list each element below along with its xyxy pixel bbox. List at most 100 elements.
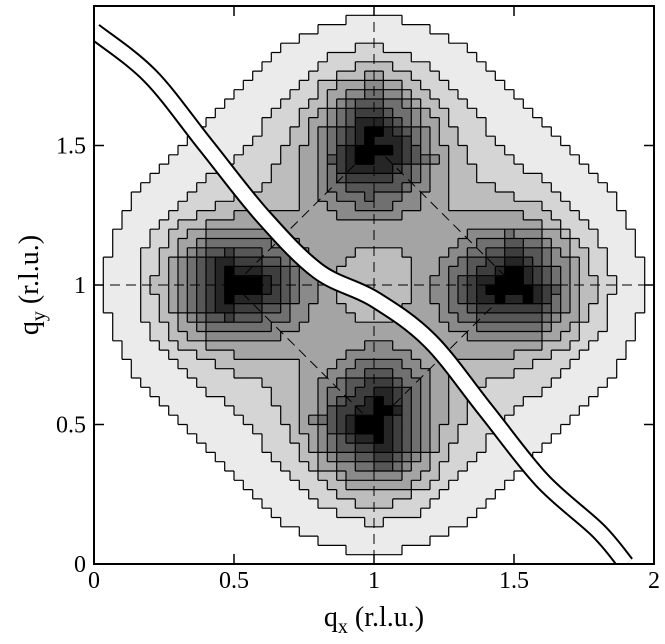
contour-cell bbox=[252, 359, 263, 370]
contour-cell bbox=[598, 238, 608, 249]
contour-cell bbox=[486, 452, 496, 463]
contour-cell bbox=[560, 257, 571, 267]
contour-cell bbox=[318, 80, 328, 91]
contour-cell bbox=[411, 33, 422, 44]
contour-cell bbox=[234, 294, 244, 305]
contour-cell bbox=[140, 285, 151, 295]
contour-cell bbox=[588, 368, 599, 379]
contour-cell bbox=[318, 340, 328, 351]
contour-cell bbox=[299, 126, 310, 137]
contour-cell bbox=[299, 89, 310, 100]
contour-cell bbox=[364, 154, 375, 165]
contour-cell bbox=[411, 164, 422, 174]
contour-cell bbox=[290, 312, 300, 323]
contour-cell bbox=[486, 80, 496, 91]
contour-cell bbox=[178, 387, 188, 398]
contour-cell bbox=[420, 387, 431, 398]
contour-cell bbox=[439, 433, 450, 444]
contour-cell bbox=[439, 229, 450, 240]
contour-cell bbox=[187, 238, 198, 249]
contour-cell bbox=[532, 405, 543, 416]
contour-cell bbox=[140, 350, 151, 360]
contour-cell bbox=[168, 368, 179, 379]
contour-cell bbox=[271, 126, 282, 137]
contour-cell bbox=[355, 99, 366, 109]
contour-cell bbox=[224, 359, 235, 370]
contour-cell bbox=[318, 517, 328, 528]
contour-cell bbox=[420, 89, 431, 100]
contour-cell bbox=[504, 396, 515, 407]
contour-cell bbox=[486, 285, 496, 295]
contour-cell bbox=[271, 489, 282, 500]
contour-cell bbox=[402, 164, 412, 174]
contour-cell bbox=[252, 229, 263, 240]
contour-cell bbox=[122, 322, 132, 333]
contour-cell bbox=[318, 498, 328, 509]
contour-cell bbox=[523, 294, 534, 305]
contour-cell bbox=[150, 275, 160, 286]
contour-cell bbox=[588, 210, 599, 221]
contour-cell bbox=[523, 154, 534, 165]
contour-cell bbox=[299, 52, 310, 63]
contour-cell bbox=[234, 257, 244, 267]
contour-cell bbox=[299, 415, 310, 426]
contour-cell bbox=[504, 173, 515, 184]
contour-cell bbox=[318, 350, 328, 360]
contour-cell bbox=[430, 164, 440, 174]
contour-cell bbox=[243, 359, 254, 370]
contour-cell bbox=[150, 266, 160, 277]
contour-cell bbox=[504, 238, 515, 249]
contour-cell bbox=[308, 43, 319, 54]
contour-cell bbox=[626, 303, 636, 314]
contour-cell bbox=[504, 201, 515, 212]
contour-cell bbox=[411, 126, 422, 137]
contour-cell bbox=[206, 285, 216, 295]
contour-cell bbox=[448, 71, 459, 81]
contour-cell bbox=[504, 461, 515, 472]
contour-cell bbox=[159, 331, 170, 342]
contour-cell bbox=[420, 229, 431, 240]
contour-cell bbox=[616, 285, 627, 295]
contour-cell bbox=[420, 350, 431, 360]
contour-cell bbox=[383, 33, 394, 44]
contour-cell bbox=[448, 266, 459, 277]
contour-cell bbox=[262, 322, 272, 333]
contour-cell bbox=[532, 285, 543, 295]
contour-cell bbox=[374, 43, 384, 54]
contour-cell bbox=[411, 201, 422, 212]
contour-cell bbox=[234, 99, 244, 109]
contour-cell bbox=[159, 322, 170, 333]
contour-cell bbox=[327, 33, 338, 44]
contour-cell bbox=[616, 294, 627, 305]
contour-cell bbox=[411, 108, 422, 119]
contour-cell bbox=[234, 368, 244, 379]
contour-cell bbox=[318, 136, 328, 147]
contour-cell bbox=[187, 182, 198, 193]
contour-cell bbox=[476, 154, 487, 165]
contour-cell bbox=[168, 294, 179, 305]
contour-cell bbox=[514, 108, 524, 119]
contour-cell bbox=[542, 229, 552, 240]
contour-cell bbox=[262, 471, 272, 481]
contour-cell bbox=[327, 285, 338, 295]
contour-cell bbox=[607, 201, 618, 212]
contour-cell bbox=[252, 136, 263, 147]
contour-cell bbox=[411, 424, 422, 435]
contour-cell bbox=[318, 359, 328, 370]
contour-cell bbox=[308, 117, 319, 128]
contour-cell bbox=[196, 257, 207, 267]
contour-cell bbox=[224, 266, 235, 277]
contour-cell bbox=[215, 219, 226, 230]
contour-cell bbox=[215, 294, 226, 305]
contour-cell bbox=[467, 275, 478, 286]
contour-cell bbox=[420, 164, 431, 174]
contour-cell bbox=[243, 340, 254, 351]
contour-cell bbox=[318, 43, 328, 54]
contour-cell bbox=[532, 192, 543, 202]
contour-cell bbox=[336, 461, 347, 472]
contour-cell bbox=[243, 257, 254, 267]
contour-cell bbox=[542, 322, 552, 333]
contour-cell bbox=[187, 173, 198, 184]
contour-cell bbox=[196, 424, 207, 435]
contour-cell bbox=[103, 257, 114, 267]
